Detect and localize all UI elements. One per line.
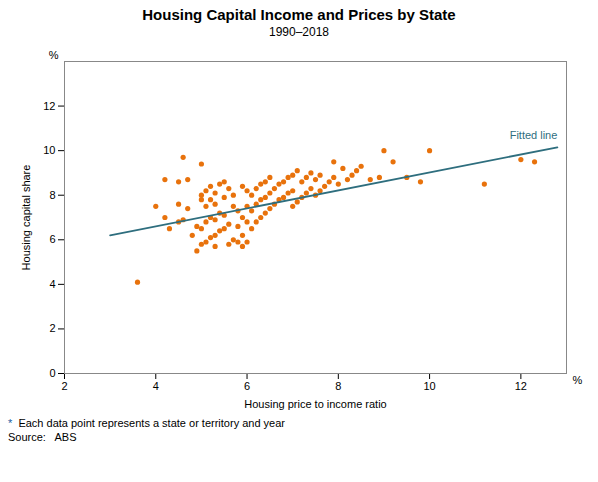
svg-text:Fitted line: Fitted line xyxy=(510,129,558,141)
html-text:Housing Capital Income and Pri: Housing Capital Income and Prices by Sta… xyxy=(142,6,456,23)
svg-text:2: 2 xyxy=(49,322,55,334)
svg-text:8: 8 xyxy=(49,189,55,201)
html-text:* Each data point represents a: * Each data point represents a state or … xyxy=(8,417,285,429)
svg-text:0: 0 xyxy=(49,367,55,379)
svg-text:2: 2 xyxy=(61,380,67,392)
html-text:1990–2018: 1990–2018 xyxy=(269,25,329,39)
svg-text:4: 4 xyxy=(153,380,159,392)
svg-text:%: % xyxy=(573,374,583,386)
svg-text:10: 10 xyxy=(43,144,55,156)
svg-text:%: % xyxy=(49,49,59,61)
svg-text:6: 6 xyxy=(244,380,250,392)
svg-text:10: 10 xyxy=(423,380,435,392)
svg-text:8: 8 xyxy=(335,380,341,392)
svg-text:12: 12 xyxy=(43,100,55,112)
svg-text:Housing capital share: Housing capital share xyxy=(20,165,32,271)
svg-text:4: 4 xyxy=(49,278,55,290)
svg-text:6: 6 xyxy=(49,233,55,245)
html-text:Source: ABS: Source: ABS xyxy=(8,431,77,443)
svg-text:Housing price to income ratio: Housing price to income ratio xyxy=(244,398,386,410)
svg-text:12: 12 xyxy=(515,380,527,392)
